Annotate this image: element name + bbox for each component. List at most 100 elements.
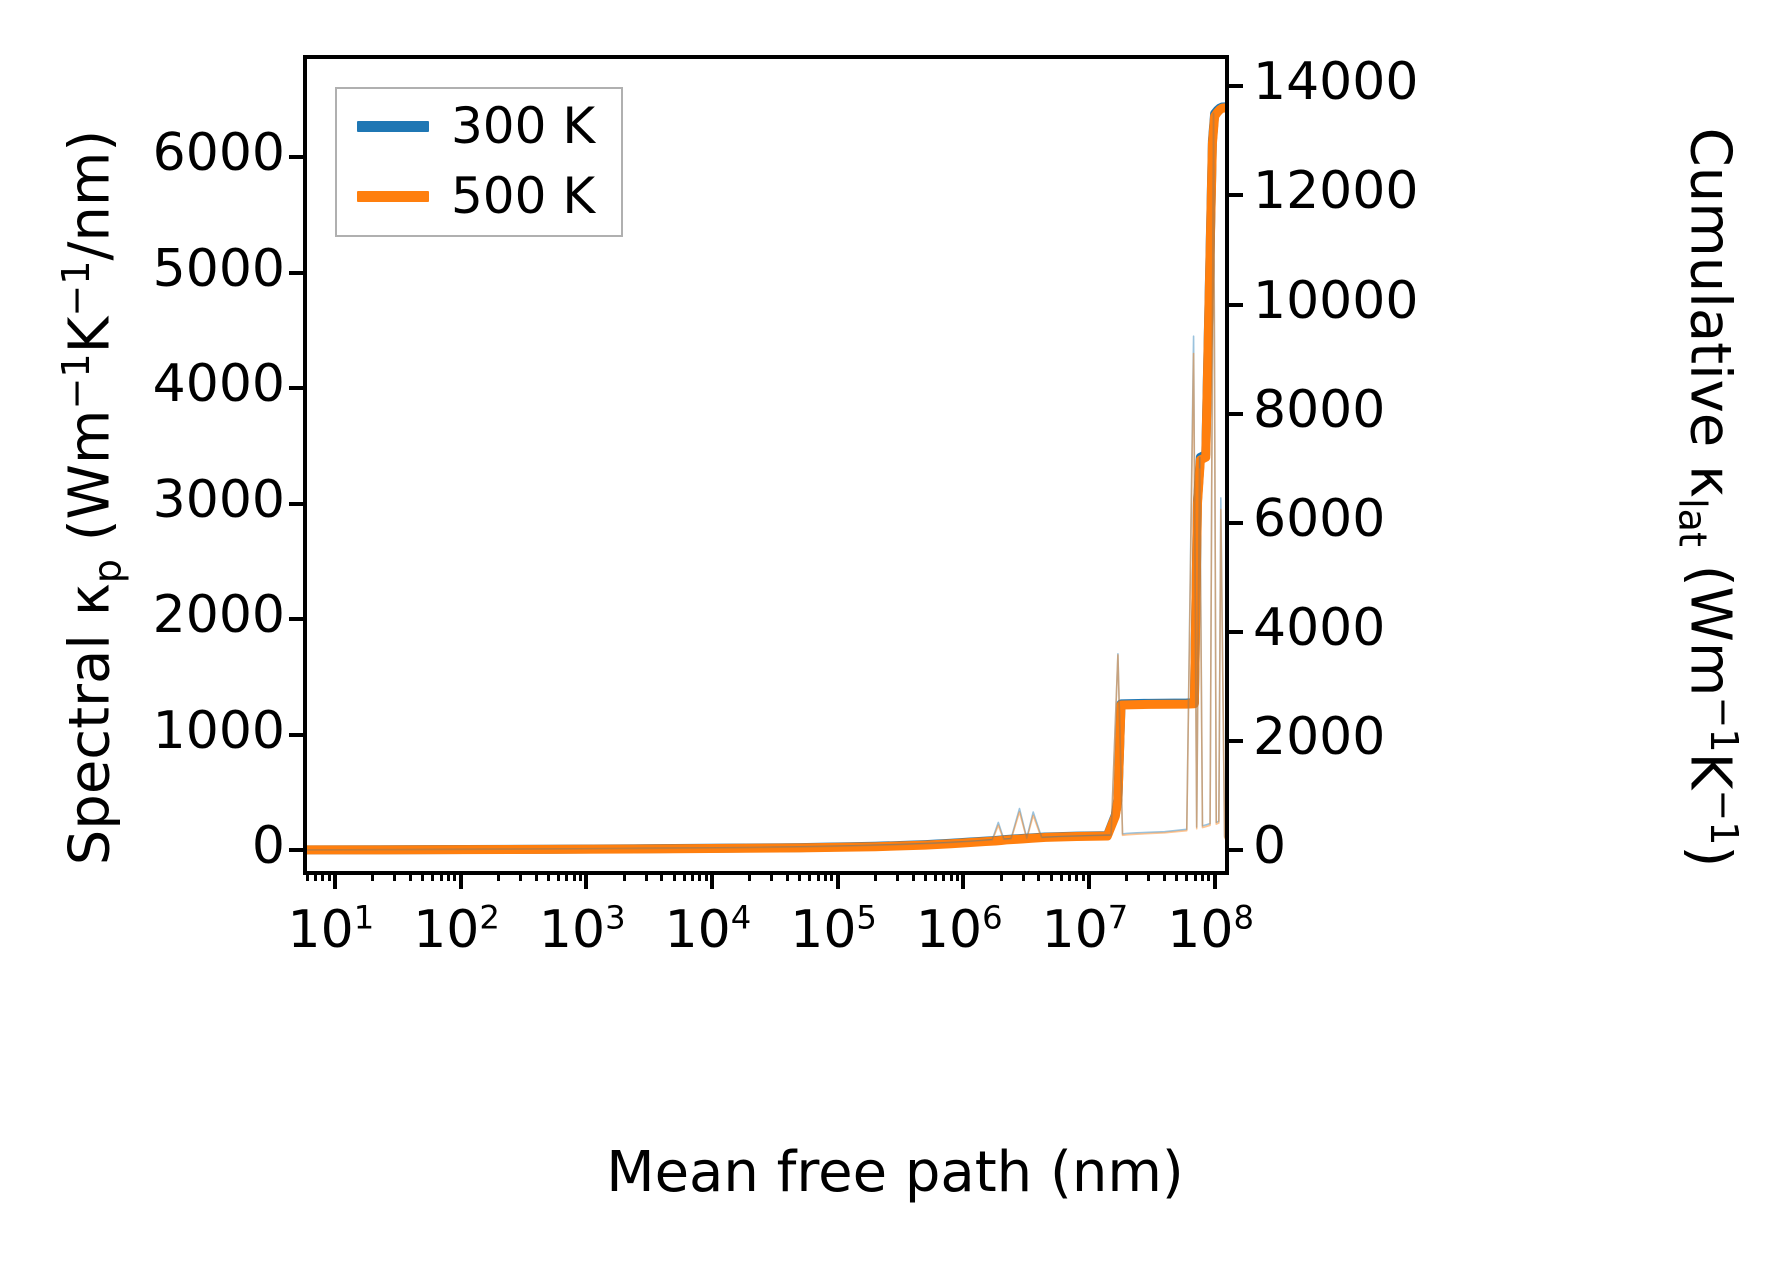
x-tick-minor <box>770 871 774 881</box>
y-right-tick-label: 4000 <box>1253 597 1386 658</box>
y-right-tick <box>1225 848 1243 853</box>
x-tick-major <box>458 871 463 889</box>
x-tick-minor <box>1193 871 1197 881</box>
legend-color-swatch <box>357 190 429 202</box>
x-tick-minor <box>873 871 877 881</box>
x-tick-minor <box>572 871 576 881</box>
x-tick-minor <box>1125 871 1129 881</box>
x-tick-minor <box>1075 871 1079 881</box>
series-line <box>307 112 1225 851</box>
x-tick-major <box>709 871 714 889</box>
x-tick-base: 10 <box>790 900 857 960</box>
x-tick-exponent: 3 <box>605 898 626 937</box>
x-tick-major <box>835 871 840 889</box>
x-tick-minor <box>327 871 331 881</box>
x-tick-label: 101 <box>288 900 375 960</box>
x-tick-minor <box>439 871 443 881</box>
y-right-tick <box>1225 302 1243 307</box>
x-tick-minor <box>786 871 790 881</box>
x-tick-minor <box>393 871 397 881</box>
y-left-title-mid: K <box>57 316 123 354</box>
series-line <box>307 111 1225 851</box>
x-tick-minor <box>1163 871 1167 881</box>
series-canvas <box>307 59 1225 871</box>
x-tick-major <box>1212 871 1217 889</box>
x-tick-base: 10 <box>1041 900 1108 960</box>
x-tick-base: 10 <box>413 900 480 960</box>
x-tick-label: 106 <box>916 900 1003 960</box>
x-tick-minor <box>808 871 812 881</box>
x-tick-minor <box>690 871 694 881</box>
y-left-title-unit-open: (Wm <box>57 409 123 560</box>
y-left-tick <box>289 501 307 506</box>
x-tick-minor <box>546 871 550 881</box>
x-tick-minor <box>999 871 1003 881</box>
y-right-tick-label: 14000 <box>1253 52 1419 113</box>
x-tick-minor <box>578 871 582 881</box>
legend-label: 500 K <box>451 167 596 225</box>
y-axis-left-title: Spectral κp (Wm−1K−1/nm) <box>54 88 130 908</box>
curves-svg <box>307 102 1225 855</box>
x-tick-base: 10 <box>287 900 354 960</box>
x-tick-minor <box>798 871 802 881</box>
x-tick-minor <box>446 871 450 881</box>
y-left-tick <box>289 732 307 737</box>
y-left-tick-label: 6000 <box>152 123 285 184</box>
x-tick-label: 105 <box>790 900 877 960</box>
y-right-tick <box>1225 520 1243 525</box>
y-right-title-sup2: −1 <box>1702 789 1747 846</box>
x-tick-minor <box>371 871 375 881</box>
x-tick-exponent: 6 <box>982 898 1003 937</box>
legend-color-swatch <box>357 120 429 132</box>
x-tick-label: 103 <box>539 900 626 960</box>
x-tick-exponent: 5 <box>856 898 877 937</box>
y-left-tick-label: 2000 <box>152 585 285 646</box>
y-left-tick <box>289 848 307 853</box>
x-tick-major <box>1086 871 1091 889</box>
y-right-tick <box>1225 738 1243 743</box>
y-right-title-mid: K <box>1677 752 1743 790</box>
x-tick-minor <box>911 871 915 881</box>
x-tick-label: 104 <box>665 900 752 960</box>
y-left-title-close: /nm) <box>57 129 123 261</box>
x-tick-minor <box>1207 871 1211 881</box>
x-tick-minor <box>1175 871 1179 881</box>
x-tick-minor <box>519 871 523 881</box>
legend-entry[interactable]: 500 K <box>357 171 595 221</box>
y-right-tick-label: 10000 <box>1253 270 1419 331</box>
legend-label: 300 K <box>451 97 596 155</box>
legend-entry[interactable]: 300 K <box>357 101 595 151</box>
x-tick-minor <box>896 871 900 881</box>
y-right-tick-label: 0 <box>1253 816 1287 877</box>
plot-area: 300 K 500 K <box>289 55 1243 889</box>
y-right-title-subscript: lat <box>1670 498 1715 547</box>
series-line <box>307 103 1225 855</box>
y-right-tick-label: 2000 <box>1253 706 1386 767</box>
x-tick-exponent: 8 <box>1233 898 1254 937</box>
x-tick-base: 10 <box>915 900 983 960</box>
x-tick-exponent: 7 <box>1107 898 1129 937</box>
y-left-title-sup1: −1 <box>53 353 98 410</box>
x-tick-minor <box>933 871 937 881</box>
x-tick-minor <box>1021 871 1025 881</box>
x-tick-minor <box>1059 871 1063 881</box>
x-tick-minor <box>421 871 425 881</box>
x-tick-exponent: 4 <box>730 898 752 937</box>
x-tick-minor <box>1200 871 1204 881</box>
y-left-title-sup2: −1 <box>53 260 98 317</box>
y-left-title-subscript: p <box>85 559 130 584</box>
x-axis-title: Mean free path (nm) <box>606 1140 1184 1205</box>
x-tick-label: 108 <box>1167 900 1254 960</box>
y-right-title-close: ) <box>1677 845 1743 868</box>
x-tick-minor <box>660 871 664 881</box>
y-right-tick <box>1225 84 1243 89</box>
x-tick-minor <box>830 871 834 881</box>
y-left-title-prefix: Spectral κ <box>57 583 123 866</box>
x-tick-base: 10 <box>664 900 731 960</box>
x-tick-minor <box>313 871 317 881</box>
x-tick-minor <box>1049 871 1053 881</box>
x-tick-major <box>584 871 589 889</box>
y-right-tick <box>1225 193 1243 198</box>
y-left-tick-label: 0 <box>251 816 285 877</box>
